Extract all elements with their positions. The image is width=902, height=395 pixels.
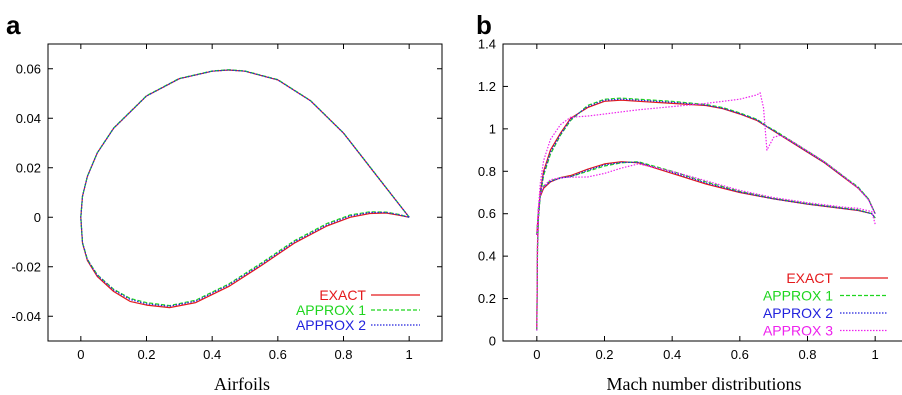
panel-b-ytick-label: 0.4: [478, 249, 496, 264]
panel-a-xtick-label: 0.4: [203, 347, 221, 362]
panel-a-ytick-label: 0.06: [16, 61, 41, 76]
panel-b-ytick-label: 0.6: [478, 206, 496, 221]
panel-b-legend-label-1: APPROX 1: [763, 288, 833, 304]
panel-b-xtick-label: 0.8: [798, 347, 816, 362]
panel-a-axes: 0 0.2 0.4 0.6 0.8 1 -0.04 -0.02 0 0.02 0.04 0.06: [11, 44, 442, 362]
panel-a-xtick-label: 1: [406, 347, 413, 362]
panel-a-caption: Airfoils: [214, 374, 270, 394]
panel-b-ytick-label: 0.8: [478, 164, 496, 179]
panel-b-series-lines: [536, 92, 876, 331]
panel-a-letter: a: [6, 10, 21, 40]
panel-a-ytick-label: 0.02: [16, 160, 41, 175]
panel-b-caption: Mach number distributions: [607, 374, 802, 394]
panel-b-legend-label-0: EXACT: [786, 270, 833, 286]
panel-b-legend-label-2: APPROX 2: [763, 305, 833, 321]
panel-a-xtick-label: 0: [77, 347, 84, 362]
panel-b-ytick-label: 1.4: [478, 37, 496, 52]
panel-b-xtick-label: 1: [872, 347, 879, 362]
panel-b-axes: 0 0.2 0.4 0.6 0.8 1 0 0.2 0.4 0.6 0.8 1 1.2 1.4: [478, 37, 879, 363]
panel-b-series-line-1: [536, 97, 876, 331]
panel-a-series-lines: [80, 69, 410, 309]
panel-b-series-line-0: [536, 99, 876, 331]
panel-b-ytick-label: 0.2: [478, 291, 496, 306]
panel-a-series-line-2: [80, 69, 410, 307]
panel-a-legend-label-2: APPROX 2: [296, 317, 366, 333]
panel-b-ytick-label: 1: [489, 121, 496, 136]
panel-a-ytick-label: 0: [34, 210, 41, 225]
panel-a-series-line-0: [80, 69, 410, 309]
panel-b-series-line-3: [536, 163, 876, 235]
panel-a-series-line-1: [80, 69, 410, 307]
panel-b-series-line-1: [536, 161, 876, 235]
panel-b-letter: b: [476, 10, 492, 40]
panel-b-ytick-label: 0: [489, 334, 496, 349]
panel-b-series-line-2: [536, 161, 876, 235]
panel-a-plot-frame: [47, 43, 443, 342]
panel-b-legend-label-3: APPROX 3: [763, 323, 833, 339]
panel-a-legend-label-1: APPROX 1: [296, 302, 366, 318]
panel-b-ytick-label: 1.2: [478, 79, 496, 94]
panel-b-xtick-label: 0.4: [663, 347, 681, 362]
panel-a-ytick-label: -0.04: [11, 309, 41, 324]
panel-b-xtick-label: 0.2: [595, 347, 613, 362]
panel-b-series-line-3: [536, 92, 876, 331]
panel-a-legend-label-0: EXACT: [319, 287, 366, 303]
panel-a-airfoils: a 0 0.2 0.4 0.6 0.8 1-0.04-0.0200.020.040.06 …: [6, 10, 443, 394]
panel-a-ytick-label: 0.04: [16, 111, 41, 126]
panel-a-xtick-label: 0.6: [269, 347, 287, 362]
panel-b-plot-frame: [502, 43, 902, 342]
panel-b-xtick-label: 0.6: [731, 347, 749, 362]
panel-b-series-line-0: [536, 161, 876, 235]
panel-b-xtick-label: 0: [533, 347, 540, 362]
panel-a-xtick-label: 0.2: [137, 347, 155, 362]
panel-b-mach: b 0 0.2 0.4 0.6 0.8 1 0 0.2 0.4 0.6 0.8 1 1.2 1.4 EXA…: [476, 10, 902, 394]
panel-a-ytick-label: -0.02: [11, 259, 41, 274]
panel-a-xtick-label: 0.8: [334, 347, 352, 362]
